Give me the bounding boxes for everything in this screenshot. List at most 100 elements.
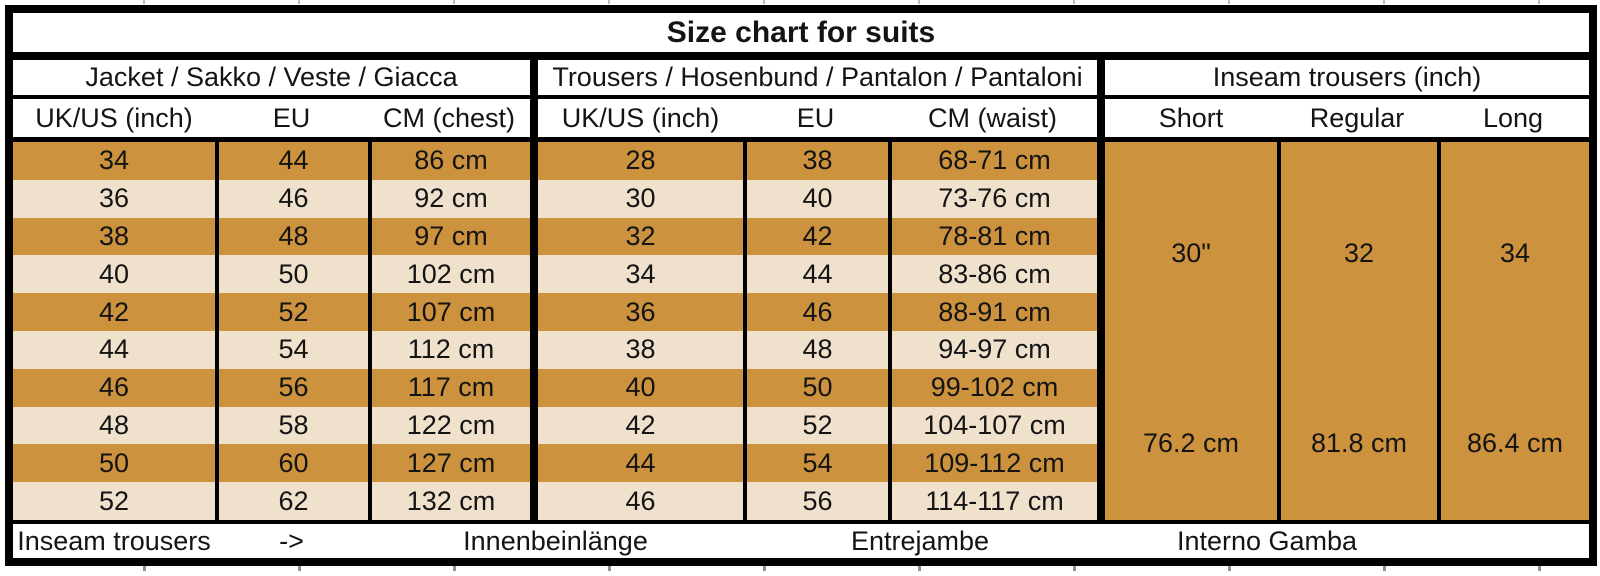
group-header-trousers: Trousers / Hosenbund / Pantalon / Pantal…	[552, 62, 1083, 92]
gridline-ticks-top	[0, 0, 1600, 5]
footer-inseam-label: Inseam trousers	[17, 525, 211, 556]
column-header-row: UK/US (inch) EU CM (chest) UK/US (inch) …	[13, 99, 1589, 142]
data-rows: 34 36 38 40 42 44 46 48 50 52 44 46 48 5…	[13, 142, 1589, 524]
group-header-inseam: Inseam trousers (inch)	[1212, 62, 1482, 92]
footer-label-french: Entrejambe	[850, 525, 990, 556]
inseam-long-column: 34 86.4 cm	[1437, 142, 1589, 520]
col-header-jacket-ukus: UK/US (inch)	[35, 102, 193, 133]
trousers-eu-cell: 42	[747, 217, 888, 256]
col-header-trousers-ukus: UK/US (inch)	[561, 102, 720, 133]
inseam-long-cm-value: 86.4 cm	[1466, 428, 1564, 458]
trousers-ukus-cell: 44	[538, 444, 743, 483]
jacket-ukus-cell: 48	[13, 406, 215, 445]
jacket-cm-cell: 122 cm	[372, 406, 530, 445]
footer-label-italian: Interno Gamba	[1176, 525, 1358, 556]
jacket-eu-cell: 54	[219, 330, 368, 369]
trousers-ukus-cell: 30	[538, 179, 743, 218]
trousers-cm-cell: 109-112 cm	[892, 444, 1097, 483]
trousers-eu-cell: 38	[747, 142, 888, 180]
jacket-eu-cell: 60	[219, 444, 368, 483]
inseam-short-column: 30" 76.2 cm	[1105, 142, 1277, 520]
col-header-trousers-eu: EU	[796, 102, 835, 133]
trousers-eu-cell: 56	[747, 482, 888, 520]
trousers-cm-cell: 99-102 cm	[892, 368, 1097, 407]
jacket-cm-column: 86 cm 92 cm 97 cm 102 cm 107 cm 112 cm 1…	[368, 142, 530, 520]
trousers-ukus-cell: 46	[538, 482, 743, 520]
group-header-jacket: Jacket / Sakko / Veste / Giacca	[85, 62, 458, 92]
trousers-eu-cell: 52	[747, 406, 888, 445]
jacket-cm-cell: 132 cm	[372, 482, 530, 520]
gridline-ticks-bottom	[0, 566, 1600, 576]
jacket-cm-cell: 107 cm	[372, 293, 530, 331]
group-header-row: Jacket / Sakko / Veste / Giacca Trousers…	[13, 60, 1589, 99]
trousers-ukus-cell: 36	[538, 293, 743, 331]
jacket-eu-cell: 44	[219, 142, 368, 180]
inseam-regular-column: 32 81.8 cm	[1277, 142, 1437, 520]
size-chart-table: Size chart for suits Jacket / Sakko / Ve…	[5, 5, 1597, 566]
trousers-cm-cell: 104-107 cm	[892, 406, 1097, 445]
trousers-cm-cell: 73-76 cm	[892, 179, 1097, 218]
trousers-ukus-cell: 38	[538, 330, 743, 369]
trousers-eu-cell: 46	[747, 293, 888, 331]
trousers-eu-cell: 54	[747, 444, 888, 483]
trousers-ukus-cell: 34	[538, 255, 743, 294]
jacket-cm-cell: 112 cm	[372, 330, 530, 369]
trousers-cm-cell: 114-117 cm	[892, 482, 1097, 520]
inseam-regular-inch-value: 32	[1343, 238, 1375, 268]
jacket-ukus-cell: 40	[13, 255, 215, 294]
jacket-eu-column: 44 46 48 50 52 54 56 58 60 62	[215, 142, 368, 520]
section-divider	[530, 60, 538, 95]
section-divider	[1097, 99, 1105, 137]
trousers-eu-cell: 40	[747, 179, 888, 218]
jacket-cm-cell: 127 cm	[372, 444, 530, 483]
trousers-cm-cell: 68-71 cm	[892, 142, 1097, 180]
section-divider	[530, 142, 538, 520]
trousers-eu-cell: 44	[747, 255, 888, 294]
trousers-eu-column: 38 40 42 44 46 48 50 52 54 56	[743, 142, 888, 520]
jacket-ukus-cell: 50	[13, 444, 215, 483]
trousers-cm-column: 68-71 cm 73-76 cm 78-81 cm 83-86 cm 88-9…	[888, 142, 1097, 520]
trousers-cm-cell: 78-81 cm	[892, 217, 1097, 256]
trousers-cm-cell: 94-97 cm	[892, 330, 1097, 369]
footer-spacer	[1437, 524, 1589, 558]
inseam-regular-cm-value: 81.8 cm	[1310, 428, 1408, 458]
trousers-eu-cell: 48	[747, 330, 888, 369]
jacket-eu-cell: 48	[219, 217, 368, 256]
jacket-ukus-cell: 46	[13, 368, 215, 407]
section-divider	[1097, 142, 1105, 520]
jacket-eu-cell: 62	[219, 482, 368, 520]
col-header-inseam-regular: Regular	[1309, 102, 1405, 133]
jacket-ukus-cell: 34	[13, 142, 215, 180]
jacket-eu-cell: 52	[219, 293, 368, 331]
jacket-ukus-cell: 42	[13, 293, 215, 331]
trousers-cm-cell: 88-91 cm	[892, 293, 1097, 331]
trousers-ukus-cell: 28	[538, 142, 743, 180]
col-header-jacket-cm: CM (chest)	[382, 102, 515, 133]
jacket-ukus-cell: 38	[13, 217, 215, 256]
footer-arrow: ->	[279, 525, 304, 556]
footer-label-german: Innenbeinlänge	[463, 525, 648, 556]
section-divider	[1097, 60, 1105, 95]
section-divider	[530, 99, 538, 137]
col-header-inseam-short: Short	[1158, 102, 1224, 133]
jacket-cm-cell: 102 cm	[372, 255, 530, 294]
trousers-eu-cell: 50	[747, 368, 888, 407]
col-header-jacket-eu: EU	[272, 102, 311, 133]
trousers-ukus-cell: 40	[538, 368, 743, 407]
jacket-eu-cell: 58	[219, 406, 368, 445]
trousers-cm-cell: 83-86 cm	[892, 255, 1097, 294]
inseam-short-inch-value: 30"	[1171, 238, 1211, 268]
jacket-ukus-cell: 44	[13, 330, 215, 369]
jacket-ukus-cell: 36	[13, 179, 215, 218]
trousers-ukus-column: 28 30 32 34 36 38 40 42 44 46	[538, 142, 743, 520]
jacket-eu-cell: 56	[219, 368, 368, 407]
jacket-cm-cell: 86 cm	[372, 142, 530, 180]
jacket-ukus-column: 34 36 38 40 42 44 46 48 50 52	[13, 142, 215, 520]
inseam-short-cm-value: 76.2 cm	[1142, 428, 1240, 458]
col-header-trousers-cm: CM (waist)	[928, 102, 1057, 133]
trousers-ukus-cell: 42	[538, 406, 743, 445]
jacket-cm-cell: 117 cm	[372, 368, 530, 407]
trousers-ukus-cell: 32	[538, 217, 743, 256]
inseam-long-inch-value: 34	[1499, 238, 1531, 268]
